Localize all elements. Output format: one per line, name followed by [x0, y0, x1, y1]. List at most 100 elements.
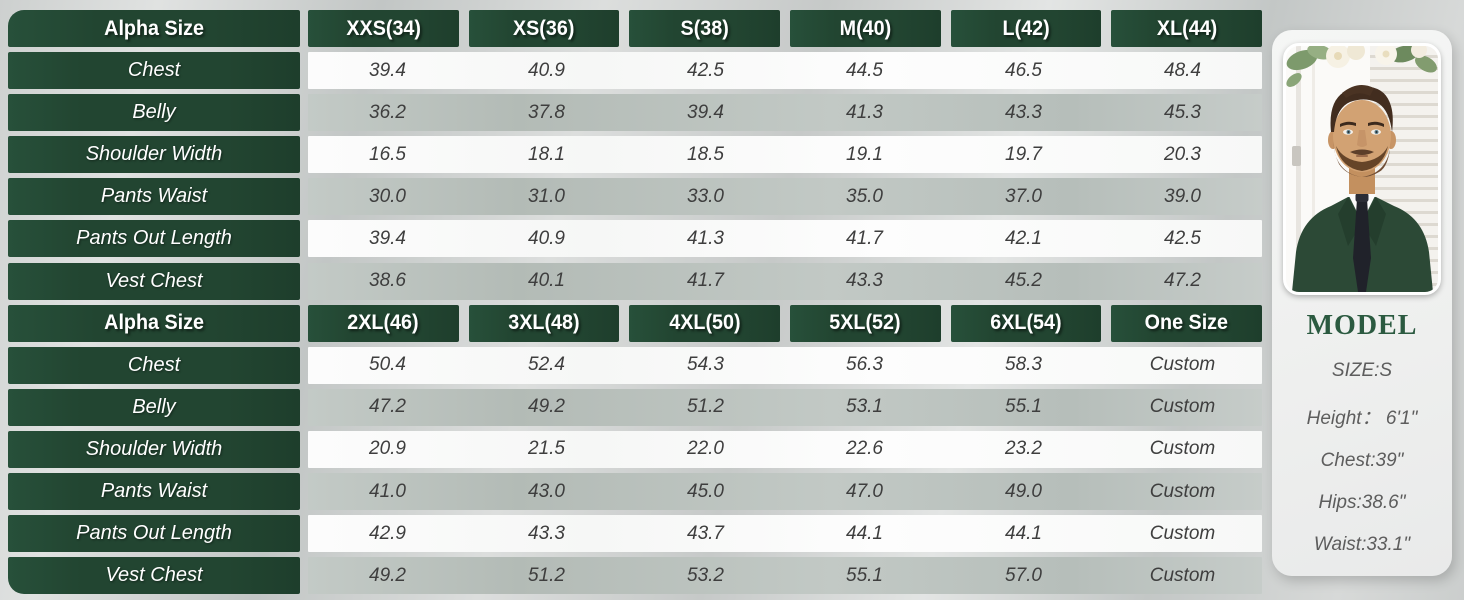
- measurement-value: 49.2: [369, 564, 406, 586]
- measurement-value: 55.1: [846, 564, 883, 586]
- measurement-value: 44.5: [846, 59, 883, 81]
- size-column-header-label: 3XL(48): [508, 311, 580, 335]
- measurement-value: 42.9: [369, 522, 406, 544]
- alpha-size-header-cell: Alpha Size: [8, 304, 300, 342]
- measurement-values: 38.6 40.1 41.7 43.3 45.2 47.2: [308, 262, 1262, 300]
- measurement-value: 41.0: [369, 480, 406, 502]
- measurement-row: Pants Out Length 39.4 40.9 41.3 41.7 42.1 42.5: [8, 220, 1262, 258]
- measurement-value: 40.9: [528, 227, 565, 249]
- size-column-headers: 2XL(46) 3XL(48) 4XL(50) 5XL(52) 6XL(54) One S…: [308, 304, 1262, 342]
- measurement-value: 54.3: [687, 354, 724, 376]
- model-title: MODEL: [1306, 310, 1418, 341]
- measurement-values: 30.0 31.0 33.0 35.0 37.0 39.0: [308, 178, 1262, 216]
- row-label-cell: Belly: [8, 94, 300, 132]
- row-label-cell: Pants Waist: [8, 473, 300, 511]
- measurement-value: Custom: [1149, 480, 1216, 502]
- measurement-value: 19.7: [1005, 143, 1042, 165]
- measurement-values: 42.9 43.3 43.7 44.1 44.1 Custom: [308, 515, 1262, 553]
- measurement-value: 21.5: [528, 438, 565, 460]
- size-header-row: Alpha Size 2XL(46) 3XL(48) 4XL(50) 5XL(52) 6X…: [8, 304, 1262, 342]
- size-column-header-label: 5XL(52): [829, 311, 901, 335]
- measurement-values: 49.2 51.2 53.2 55.1 57.0 Custom: [308, 557, 1262, 595]
- measurement-value: 42.1: [1005, 227, 1042, 249]
- size-column-header-label: XS(36): [513, 16, 575, 40]
- measurement-value: 33.0: [687, 185, 724, 207]
- measurement-value: 41.7: [846, 227, 883, 249]
- measurement-value: 22.6: [846, 438, 883, 460]
- row-label-cell: Pants Waist: [8, 178, 300, 216]
- size-column-header: 6XL(54): [950, 304, 1102, 342]
- size-column-header-label: 4XL(50): [669, 311, 741, 335]
- size-chart-table: Alpha Size XXS(34) XS(36) S(38) M(40) L(42) XL…: [8, 10, 1262, 599]
- measurement-value: 38.6: [369, 270, 406, 292]
- size-column-header-label: S(38): [680, 16, 729, 40]
- measurement-value: 49.0: [1005, 480, 1042, 502]
- measurement-value: 41.3: [846, 101, 883, 123]
- measurement-row: Pants Out Length 42.9 43.3 43.7 44.1 44.1 Cust…: [8, 515, 1262, 553]
- measurement-value: 48.4: [1164, 59, 1201, 81]
- size-header-row: Alpha Size XXS(34) XS(36) S(38) M(40) L(42) XL…: [8, 10, 1262, 47]
- measurement-value: 43.7: [687, 522, 724, 544]
- measurement-value: 47.2: [369, 396, 406, 418]
- row-label: Belly: [132, 101, 176, 124]
- measurement-values: 47.2 49.2 51.2 53.1 55.1 Custom: [308, 388, 1262, 426]
- size-column-header: S(38): [629, 10, 780, 47]
- measurement-value: 30.0: [369, 185, 406, 207]
- measurement-row: Belly 47.2 49.2 51.2 53.1 55.1 Custom: [8, 388, 1262, 426]
- measurement-value: 36.2: [369, 101, 406, 123]
- measurement-value: Custom: [1149, 564, 1216, 586]
- measurement-value: 16.5: [369, 143, 406, 165]
- measurement-value: 51.2: [528, 564, 565, 586]
- measurement-value: 51.2: [687, 396, 724, 418]
- measurement-value: 57.0: [1005, 564, 1042, 586]
- measurement-values: 41.0 43.0 45.0 47.0 49.0 Custom: [308, 473, 1262, 511]
- measurement-value: Custom: [1149, 354, 1216, 376]
- model-stat-height: Height： 6'1": [1306, 408, 1418, 429]
- measurement-row: Pants Waist 30.0 31.0 33.0 35.0 37.0 39.0: [8, 178, 1262, 216]
- size-column-headers: XXS(34) XS(36) S(38) M(40) L(42) XL(44): [308, 10, 1262, 47]
- measurement-value: 18.5: [687, 143, 724, 165]
- model-size: SIZE:S: [1331, 360, 1393, 381]
- measurement-value: 19.1: [846, 143, 883, 165]
- alpha-size-header-label: Alpha Size: [104, 311, 204, 335]
- measurement-row: Shoulder Width 20.9 21.5 22.0 22.6 23.2 Custom: [8, 430, 1262, 468]
- flower-garland: [1286, 46, 1437, 87]
- measurement-value: 49.2: [528, 396, 565, 418]
- size-column-header-label: 6XL(54): [990, 311, 1062, 335]
- measurement-value: 45.3: [1164, 101, 1201, 123]
- row-label-cell: Vest Chest: [8, 557, 300, 595]
- row-label-cell: Shoulder Width: [8, 136, 300, 174]
- measurement-value: 39.0: [1164, 185, 1201, 207]
- measurement-value: 39.4: [369, 59, 406, 81]
- measurement-row: Chest 50.4 52.4 54.3 56.3 58.3 Custom: [8, 346, 1262, 384]
- alpha-size-header-cell: Alpha Size: [8, 10, 300, 47]
- size-column-header: One Size: [1111, 304, 1262, 342]
- measurement-value: 40.1: [528, 270, 565, 292]
- row-label: Pants Out Length: [76, 227, 232, 250]
- measurement-value: 52.4: [528, 354, 565, 376]
- measurement-row: Belly 36.2 37.8 39.4 41.3 43.3 45.3: [8, 94, 1262, 132]
- alpha-size-header-label: Alpha Size: [104, 16, 204, 40]
- size-column-header-label: L(42): [1002, 16, 1050, 40]
- measurement-value: 35.0: [846, 185, 883, 207]
- measurement-value: 23.2: [1005, 438, 1042, 460]
- measurement-value: 55.1: [1005, 396, 1042, 418]
- door-hinge: [1292, 146, 1301, 166]
- measurement-value: 37.0: [1005, 185, 1042, 207]
- measurement-value: 20.3: [1164, 143, 1201, 165]
- size-column-header: 4XL(50): [629, 304, 780, 342]
- measurement-value: 43.3: [528, 522, 565, 544]
- measurement-value: 18.1: [528, 143, 565, 165]
- measurement-values: 36.2 37.8 39.4 41.3 43.3 45.3: [308, 94, 1262, 132]
- measurement-row: Vest Chest 49.2 51.2 53.2 55.1 57.0 Custom: [8, 557, 1262, 595]
- measurement-values: 20.9 21.5 22.0 22.6 23.2 Custom: [308, 430, 1262, 468]
- size-column-header: XXS(34): [308, 10, 459, 47]
- row-label: Pants Out Length: [76, 522, 232, 545]
- row-label: Shoulder Width: [85, 437, 223, 460]
- measurement-value: 43.3: [1005, 101, 1042, 123]
- measurement-value: Custom: [1149, 396, 1216, 418]
- row-label-cell: Shoulder Width: [8, 430, 300, 468]
- measurement-value: 43.3: [846, 270, 883, 292]
- measurement-value: 41.7: [687, 270, 724, 292]
- size-column-header-label: One Size: [1144, 311, 1229, 335]
